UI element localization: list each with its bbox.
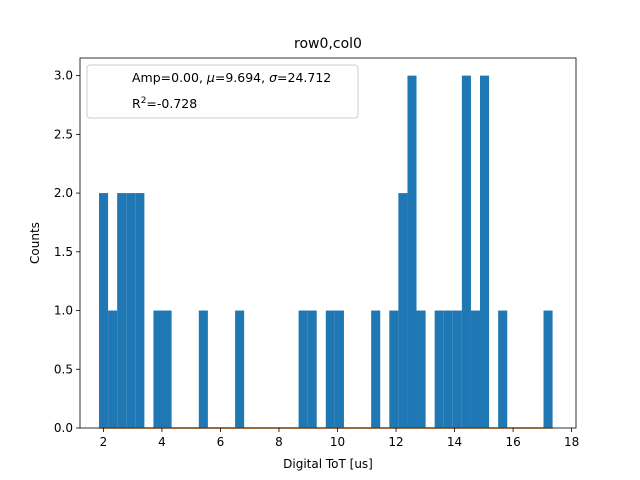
x-tick-label: 12 (388, 435, 403, 449)
histogram-bar-7 (198, 310, 208, 428)
histogram-bar-17 (416, 310, 426, 428)
histogram-bar-10 (307, 310, 317, 428)
histogram-bar-24 (498, 310, 508, 428)
legend-amp-text: Amp=0.00, (132, 70, 207, 85)
x-axis-ticks: 2 4 6 8 10 12 14 16 18 (100, 428, 579, 449)
histogram-bar-21 (461, 75, 471, 429)
y-tick-label: 2.0 (54, 186, 73, 200)
chart-title: row0,col0 (294, 36, 362, 52)
x-tick-label: 8 (275, 435, 283, 449)
legend-r-superscript: 2 (141, 96, 147, 106)
histogram-bar-6 (162, 310, 172, 428)
legend-entry-fit-params: Amp=0.00, μ=9.694, σ=24.712 (132, 70, 331, 85)
histogram-bar-5 (153, 310, 163, 428)
histogram-bar-1 (108, 310, 118, 428)
histogram-bar-4 (135, 193, 145, 428)
histogram-bar-2 (117, 193, 127, 428)
x-tick-label: 4 (158, 435, 166, 449)
y-tick-label: 0.0 (54, 421, 73, 435)
x-tick-label: 2 (100, 435, 108, 449)
histogram-bar-13 (371, 310, 381, 428)
x-tick-label: 6 (217, 435, 225, 449)
x-tick-label: 16 (505, 435, 520, 449)
x-tick-label: 14 (447, 435, 462, 449)
histogram-bar-23 (480, 75, 490, 429)
histogram-bar-20 (452, 310, 462, 428)
legend-r-letter: R (132, 96, 141, 111)
plot-frame (79, 57, 577, 429)
histogram-bar-18 (434, 310, 444, 428)
x-tick-label: 18 (564, 435, 579, 449)
histogram-bar-22 (470, 310, 481, 428)
y-axis-ticks: 0.0 0.5 1.0 1.5 2.0 2.5 3.0 (54, 69, 80, 435)
y-tick-label: 2.5 (54, 127, 73, 141)
legend-r-value: =-0.728 (146, 96, 197, 111)
histogram-bars (99, 75, 553, 429)
histogram-bar-11 (325, 310, 335, 428)
histogram-bar-3 (126, 193, 136, 428)
legend: Amp=0.00, μ=9.694, σ=24.712 R2=-0.728 (86, 64, 359, 119)
histogram-bar-8 (235, 310, 245, 428)
legend-sigma-value: =24.712 (277, 70, 331, 85)
histogram-bar-14 (389, 310, 399, 428)
x-axis-label: Digital ToT [us] (283, 457, 373, 471)
y-tick-label: 0.5 (54, 362, 73, 376)
legend-mu-symbol: μ (206, 70, 215, 85)
legend-sigma-symbol: σ (269, 70, 278, 85)
legend-entry-r-squared: R2=-0.728 (132, 96, 197, 111)
histogram-bar-16 (407, 75, 417, 429)
histogram-bar-9 (298, 310, 308, 428)
histogram-bar-25 (543, 310, 553, 428)
histogram-bar-12 (334, 310, 344, 428)
y-axis-label: Counts (28, 222, 42, 264)
histogram-bar-15 (398, 193, 408, 428)
x-tick-label: 10 (330, 435, 345, 449)
legend-mu-value: =9.694, (215, 70, 269, 85)
y-tick-label: 3.0 (54, 69, 73, 83)
y-tick-label: 1.5 (54, 245, 73, 259)
histogram-bar-0 (99, 193, 109, 428)
histogram-bar-19 (443, 310, 453, 428)
y-tick-label: 1.0 (54, 304, 73, 318)
legend-box (86, 64, 359, 119)
